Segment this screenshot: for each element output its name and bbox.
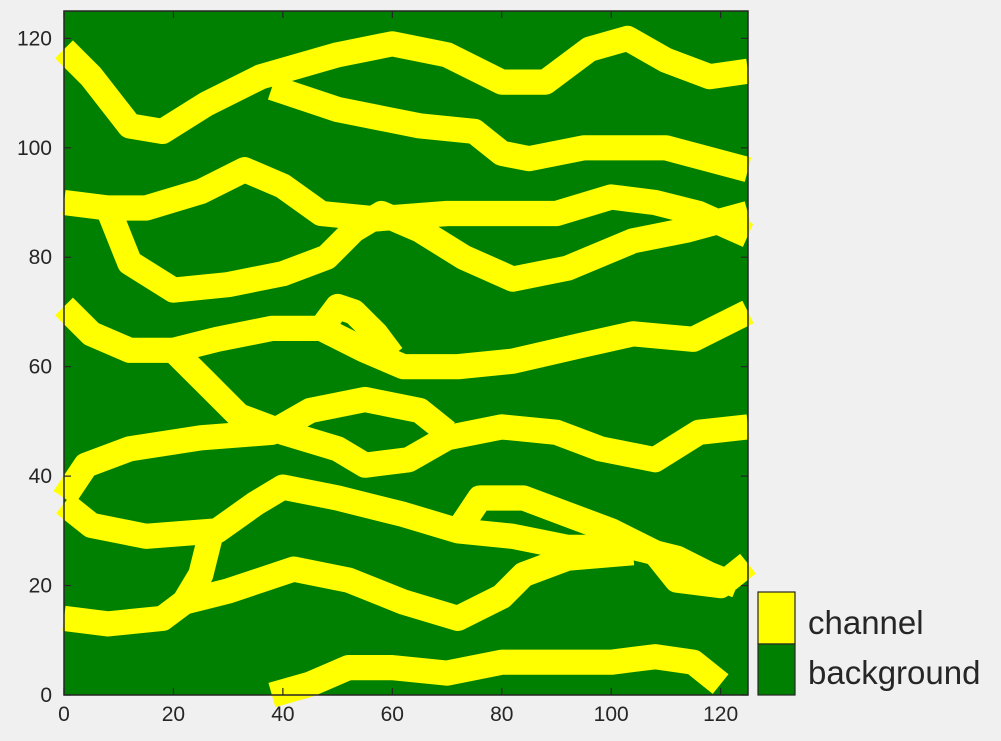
x-tick-label-60: 60: [381, 703, 404, 726]
legend-swatch-background: [757, 643, 796, 696]
x-axis-tick-labels: 0 20 40 60 80 100 120: [58, 703, 738, 726]
channel-4: [96, 200, 752, 303]
x-tick-label-20: 20: [162, 703, 185, 726]
channel-13: [268, 644, 729, 708]
y-tick-label-40: 40: [29, 465, 52, 488]
y-tick-label-80: 80: [29, 246, 52, 269]
plot-frame: [63, 10, 749, 696]
x-tick-label-100: 100: [594, 703, 629, 726]
x-tick-label-80: 80: [490, 703, 513, 726]
y-axis-tick-labels: 0 20 40 60 80 100 120: [17, 27, 52, 707]
legend-label-channel: channel: [808, 604, 924, 641]
channel-7: [164, 341, 750, 478]
channel-1: [55, 25, 750, 144]
channel-8: [53, 386, 455, 505]
y-tick-label-100: 100: [17, 137, 52, 160]
channel-10: [171, 527, 635, 632]
y-tick-label-60: 60: [29, 356, 52, 379]
x-tick-label-0: 0: [58, 703, 70, 726]
channel-12: [62, 591, 192, 637]
y-tick-label-0: 0: [40, 684, 52, 707]
plot-area: [53, 10, 756, 708]
channel-11: [447, 485, 756, 599]
legend-label-background: background: [808, 654, 980, 691]
channel-6: [311, 293, 403, 364]
y-tick-label-20: 20: [29, 575, 52, 598]
channel-layer: [53, 25, 756, 708]
axis-ticks: [63, 11, 748, 696]
x-tick-label-40: 40: [271, 703, 294, 726]
x-tick-label-120: 120: [703, 703, 738, 726]
channel-2: [267, 75, 752, 182]
y-tick-label-120: 120: [17, 27, 52, 50]
legend: channel background: [757, 591, 980, 696]
channel-5: [55, 297, 754, 380]
legend-swatch-channel: [757, 591, 796, 645]
